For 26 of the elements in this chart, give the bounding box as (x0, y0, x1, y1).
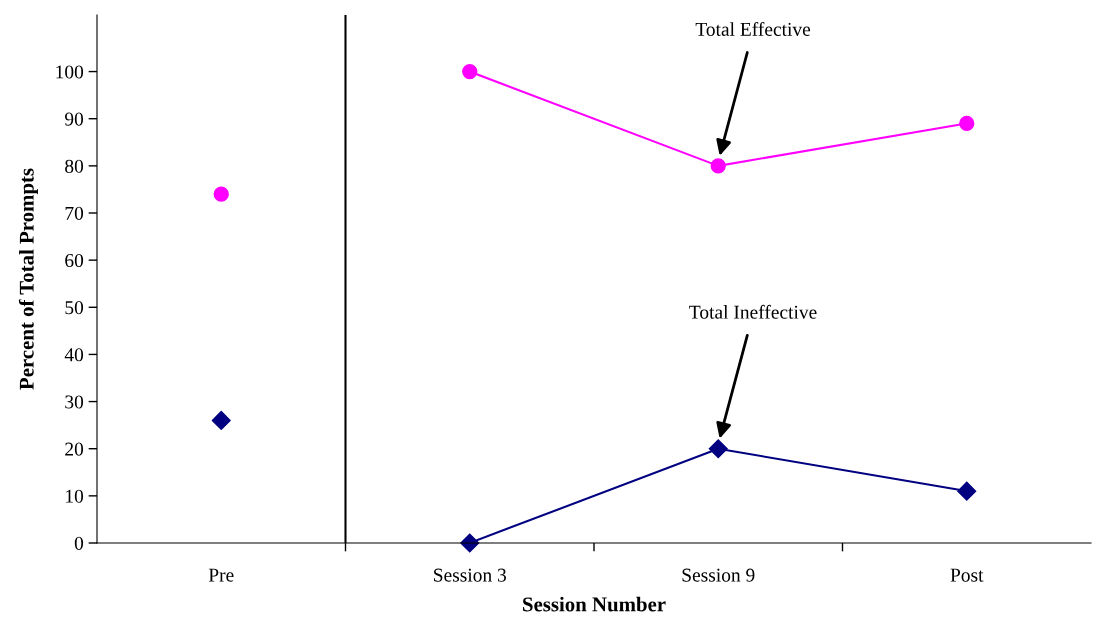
point (959, 115, 975, 132)
y-tick-label: 40 (64, 348, 84, 362)
y-axis-title: Percent of Total Prompts (18, 168, 38, 390)
annotation: Total Ineffective (689, 304, 817, 319)
point (462, 63, 478, 80)
y-tick-label: 60 (65, 253, 84, 268)
y-tick-label: 0 (74, 536, 84, 550)
point (211, 410, 231, 430)
y-tick-label: 30 (65, 395, 84, 409)
point (708, 439, 728, 459)
point (957, 481, 977, 501)
x-tick-label: Session 3 (434, 568, 506, 582)
x-tick-label: Pre (208, 568, 234, 582)
y-tick-label: 20 (65, 442, 84, 456)
y-tick-label: 10 (66, 489, 84, 503)
y-tick-label: 100 (56, 65, 84, 79)
point (710, 158, 726, 174)
y-tick-label: 80 (65, 159, 84, 173)
y-tick-label: 70 (65, 206, 84, 220)
x-axis-title: Session Number (523, 596, 666, 612)
point (213, 186, 229, 202)
x-tick-label: Post (950, 568, 984, 582)
y-tick-label: 50 (65, 301, 84, 315)
y-tick-label: 90 (64, 112, 84, 126)
annotation: Total Effective (695, 22, 811, 36)
x-tick-label: Session 9 (682, 568, 755, 582)
